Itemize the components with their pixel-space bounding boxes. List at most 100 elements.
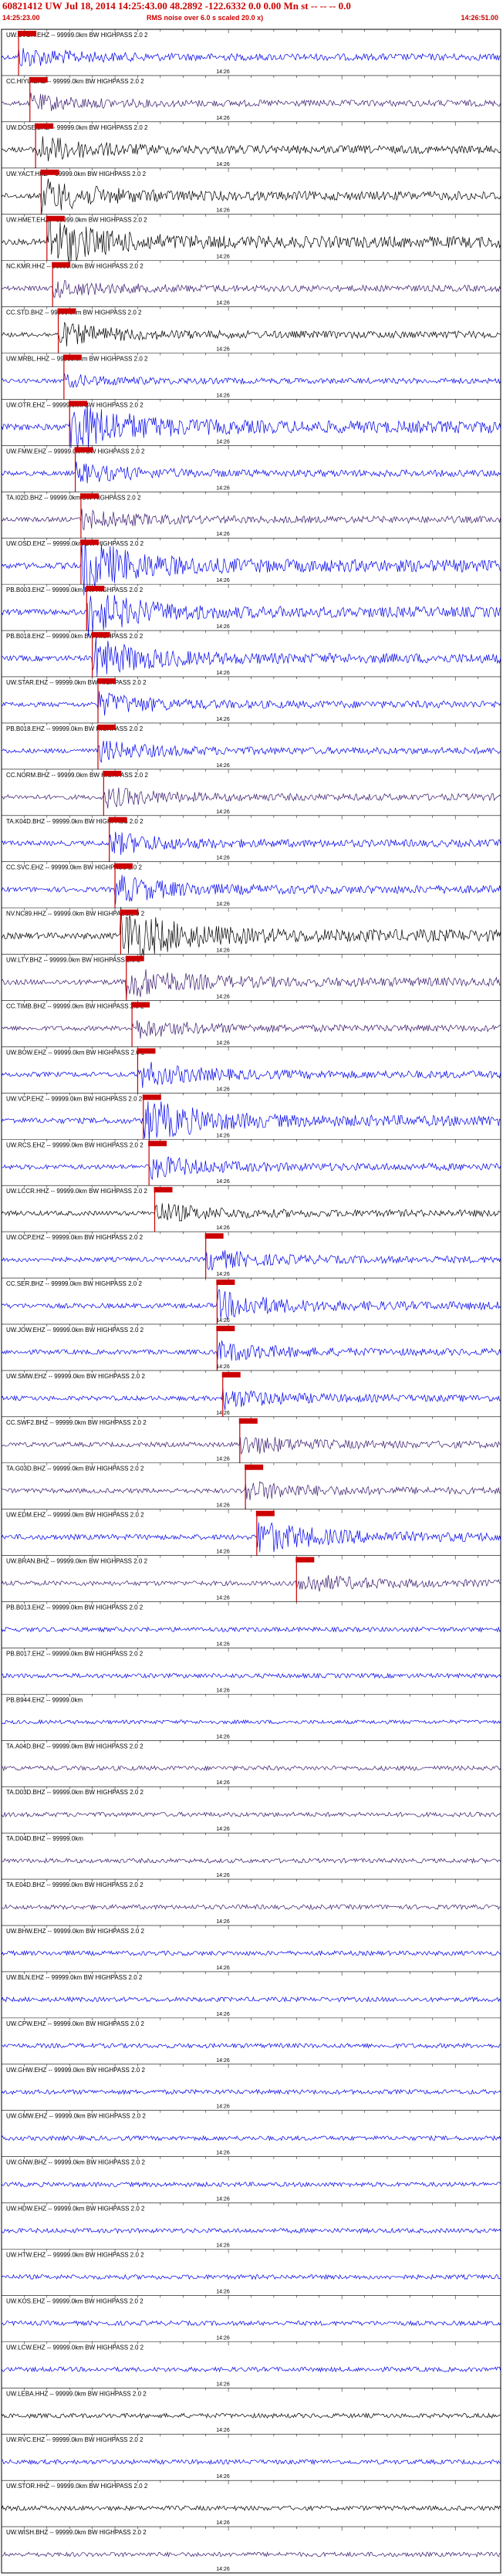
trace-time-label: 14:26 <box>216 1596 230 1601</box>
pick-marker <box>216 1325 235 1331</box>
trace-label: NV.NC89.HHZ -- 99999.0km BW HIGHPASS 2.0… <box>6 911 145 918</box>
waveform-30 <box>1 1388 501 1410</box>
pick-marker <box>86 586 105 592</box>
waveform-44 <box>1 2042 501 2050</box>
trace-time-label: 14:26 <box>216 393 230 398</box>
trace-time-label: 14:26 <box>216 2012 230 2017</box>
waveform-19 <box>1 874 501 904</box>
trace-label: UW.CPW.EHZ -- 99999.0km BW HIGHPASS 2.0 … <box>6 2020 145 2027</box>
trace-time-label: 14:26 <box>216 856 230 861</box>
trace-label: PB.B944.EHZ -- 99999.0km <box>6 1696 83 1703</box>
trace-label: UW.BHW.EHZ -- 99999.0km BW HIGHPASS 2.0 … <box>6 1928 145 1935</box>
pick-marker <box>91 632 110 638</box>
trace-time-label: 14:26 <box>216 2474 230 2480</box>
waveform-24 <box>1 1101 501 1143</box>
pick-marker <box>62 354 82 360</box>
trace-time-label: 14:26 <box>216 717 230 722</box>
waveform-1 <box>1 48 501 67</box>
pick-marker <box>74 447 93 453</box>
waveform-16 <box>1 740 501 763</box>
waveform-48 <box>1 2227 501 2234</box>
waveform-9 <box>1 403 501 451</box>
waveform-3 <box>1 136 501 161</box>
trace-label: UW.BOW.EHZ -- 99999.0km BW HIGHPASS 2.0 … <box>6 1049 145 1056</box>
trace-time-label: 14:26 <box>216 1318 230 1323</box>
pick-marker <box>57 308 76 314</box>
trace-label: TA.D04D.BHZ -- 99999.0km <box>6 1835 83 1842</box>
trace-label: UW.LCCR.HHZ -- 99999.0km BW HIGHPASS 2.0… <box>6 1188 148 1195</box>
trace-time-label: 14:26 <box>216 2151 230 2156</box>
trace-time-label: 14:26 <box>216 2428 230 2433</box>
pick-marker <box>79 539 99 546</box>
waveform-21 <box>1 969 501 999</box>
trace-label: NC.KMR.HHZ -- 99999.0km BW HIGHPASS 2.0 … <box>6 263 143 270</box>
pick-marker <box>18 31 37 36</box>
trace-time-label: 14:26 <box>216 1966 230 1971</box>
waveform-10 <box>1 461 501 484</box>
waveform-36 <box>1 1672 501 1679</box>
trace-label: CC.TIMB.BHZ -- 99999.0km BW HIGHPASS 2.0… <box>6 1002 144 1009</box>
waveform-27 <box>1 1249 501 1271</box>
trace-time-label: 14:26 <box>216 1641 230 1647</box>
trace-time-label: 14:26 <box>216 439 230 445</box>
waveform-35 <box>1 1626 501 1633</box>
trace-time-label: 14:26 <box>216 116 230 121</box>
trace-label: UW.RCS.EHZ -- 99999.0km BW HIGHPASS 2.0 … <box>6 1141 143 1148</box>
trace-time-label: 14:26 <box>216 1133 230 1138</box>
trace-label: UW.RVC.EHZ -- 99999.0km BW HIGHPASS 2.0 … <box>6 2436 143 2443</box>
trace-time-label: 14:26 <box>216 2197 230 2202</box>
trace-time-label: 14:26 <box>216 301 230 306</box>
waveform-50 <box>1 2320 501 2327</box>
waveform-11 <box>1 509 501 531</box>
event-title: 60821412 UW Jul 18, 2014 14:25:43.00 48.… <box>2 0 351 12</box>
trace-label: UW.EDM.EHZ -- 99999.0km BW HIGHPASS 2.0 … <box>6 1512 144 1519</box>
trace-label: TA.A04D.BHZ -- 99999.0km BW HIGHPASS 2.0… <box>6 1743 143 1749</box>
trace-label: UW.GMW.EHZ -- 99999.0km BW HIGHPASS 2.0 … <box>6 2113 146 2120</box>
trace-label: UW.SMW.EHZ -- 99999.0km BW HIGHPASS 2.0 … <box>6 1373 145 1380</box>
trace-label: UW.BRAN.BHZ -- 99999.0km BW HIGHPASS 2.0… <box>6 1558 148 1565</box>
trace-time-label: 14:26 <box>216 532 230 537</box>
trace-time-label: 14:26 <box>216 1919 230 1925</box>
trace-time-label: 14:26 <box>216 1734 230 1739</box>
trace-time-label: 14:26 <box>216 902 230 908</box>
waveform-2 <box>1 93 501 112</box>
waveform-28 <box>1 1289 501 1320</box>
pick-marker <box>238 1418 258 1424</box>
trace-time-label: 14:26 <box>216 1457 230 1462</box>
waveform-13 <box>1 594 501 637</box>
waveform-43 <box>1 1996 501 2003</box>
trace-label: UW.HTW.EHZ -- 99999.0km BW HIGHPASS 2.0 … <box>6 2252 144 2259</box>
trace-label: UW.YACT.HHZ -- 99999.0km BW HIGHPASS 2.0… <box>6 171 147 177</box>
waveform-26 <box>1 1203 501 1222</box>
trace-label: PB.B018.EHZ -- 99999.0km BW HIGHPASS 2.0… <box>6 633 143 640</box>
trace-label: CC.SER.BHZ -- 99999.0km BW HIGHPASS 2.0 … <box>6 1280 142 1287</box>
waveform-12 <box>1 537 501 596</box>
trace-label: UW.GNW.BHZ -- 99999.0km BW HIGHPASS 2.0 … <box>6 2159 145 2166</box>
trace-label: PB.B003.EHZ -- 99999.0km BW HIGHPASS 2.0… <box>6 587 143 593</box>
trace-label: UW.GHW.EHZ -- 99999.0km BW HIGHPASS 2.0 … <box>6 2067 145 2074</box>
trace-label: CC.SWF2.BHZ -- 99999.0km BW HIGHPASS 2.0… <box>6 1419 147 1426</box>
pick-marker <box>137 1048 156 1054</box>
trace-time-label: 14:26 <box>216 1873 230 1878</box>
pick-marker <box>120 909 139 915</box>
trace-label: UW.STOR.HHZ -- 99999.0km BW HIGHPASS 2.0… <box>6 2483 148 2490</box>
waveform-45 <box>1 2088 501 2095</box>
end-time-label: 14:26:51.00 <box>461 14 498 22</box>
trace-label: UW.OSD.EHZ -- 99999.0km BW HIGHPASS 2.0 … <box>6 540 144 547</box>
trace-time-label: 14:26 <box>216 69 230 75</box>
trace-time-label: 14:26 <box>216 255 230 260</box>
trace-label: PB.B013.EHZ -- 99999.0km BW HIGHPASS 2.0… <box>6 1604 143 1611</box>
pick-marker <box>96 678 116 684</box>
waveform-54 <box>1 2504 501 2512</box>
plot-header: 60821412 UW Jul 18, 2014 14:25:43.00 48.… <box>0 0 503 29</box>
pick-marker <box>154 1187 173 1193</box>
trace-label: CC.SVC.EHZ -- 99999.0km BW HIGHPASS 2.0 … <box>6 864 142 871</box>
pick-marker <box>35 123 54 129</box>
pick-marker <box>204 1233 224 1239</box>
trace-time-label: 14:26 <box>216 1179 230 1185</box>
waveform-41 <box>1 1903 501 1911</box>
trace-time-label: 14:26 <box>216 1087 230 1092</box>
trace-time-label: 14:26 <box>216 1780 230 1786</box>
plot-frame <box>1 29 501 2574</box>
trace-time-label: 14:26 <box>216 2243 230 2249</box>
